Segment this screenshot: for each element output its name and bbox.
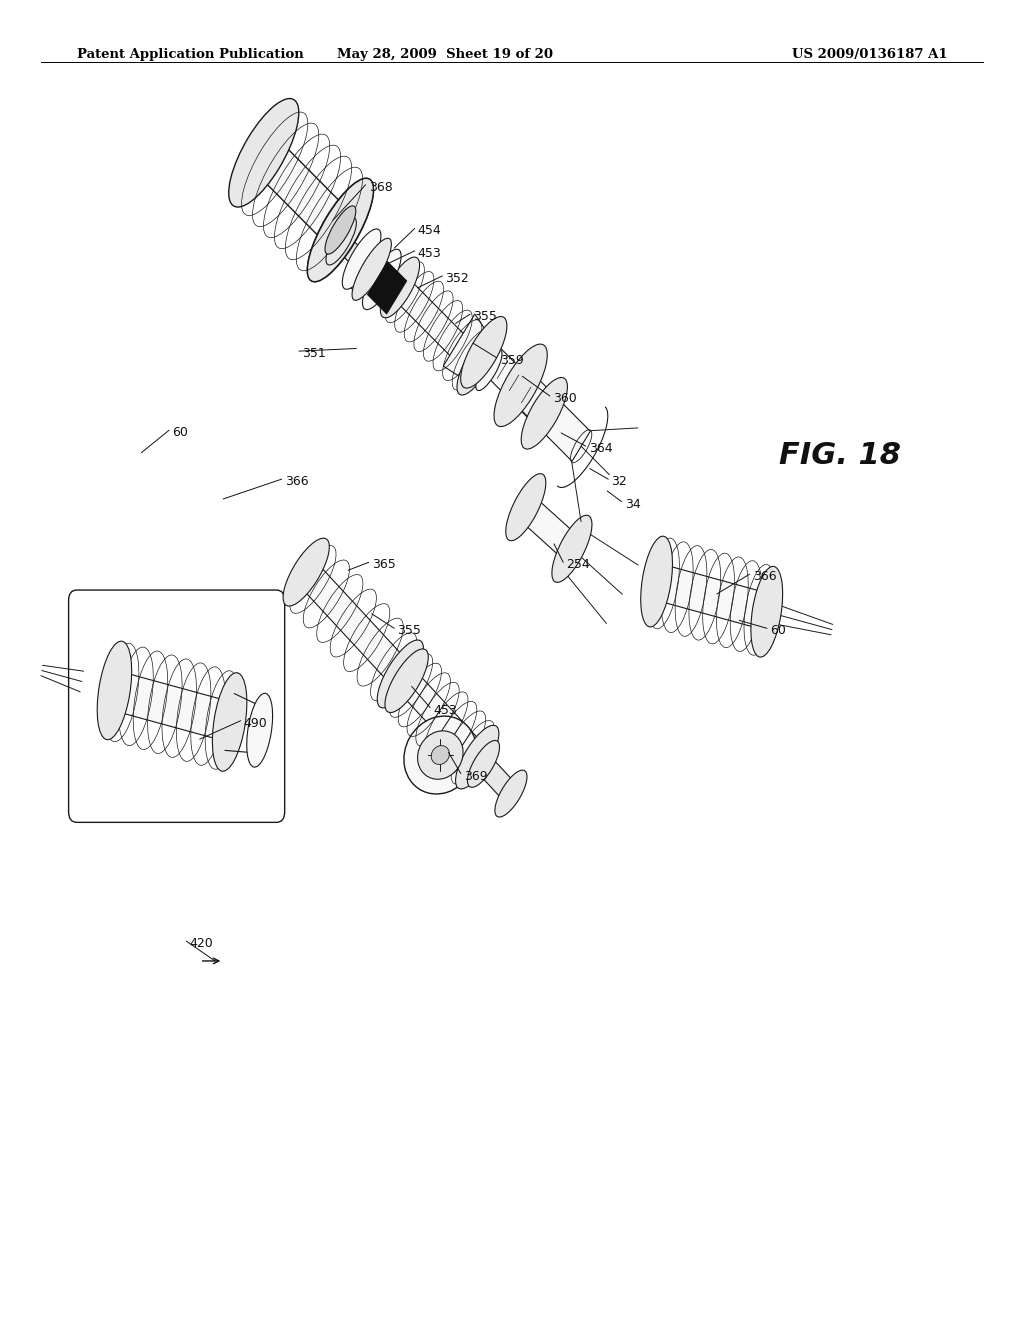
Text: 352: 352: [445, 272, 469, 285]
Text: 366: 366: [285, 475, 308, 488]
Polygon shape: [476, 339, 552, 426]
Text: FIG. 18: FIG. 18: [778, 441, 901, 470]
Text: 360: 360: [553, 392, 577, 405]
Ellipse shape: [495, 770, 527, 817]
Ellipse shape: [352, 238, 391, 301]
Ellipse shape: [403, 715, 477, 795]
Text: 369: 369: [464, 770, 487, 783]
Polygon shape: [512, 371, 590, 461]
Ellipse shape: [462, 334, 497, 387]
Ellipse shape: [350, 242, 381, 289]
Ellipse shape: [230, 102, 297, 205]
Text: US 2009/0136187 A1: US 2009/0136187 A1: [792, 48, 947, 61]
Text: 365: 365: [372, 558, 395, 572]
Polygon shape: [112, 671, 232, 742]
Ellipse shape: [326, 218, 356, 265]
Ellipse shape: [431, 746, 450, 764]
Ellipse shape: [456, 725, 499, 789]
Ellipse shape: [641, 536, 673, 627]
Ellipse shape: [494, 345, 547, 426]
Text: 453: 453: [418, 247, 441, 260]
Ellipse shape: [307, 178, 374, 281]
Polygon shape: [393, 276, 483, 376]
Ellipse shape: [377, 640, 424, 708]
Text: 364: 364: [589, 442, 612, 455]
Ellipse shape: [467, 741, 500, 787]
Ellipse shape: [418, 731, 463, 779]
Text: 453: 453: [433, 704, 457, 717]
Text: 454: 454: [418, 224, 441, 238]
Text: May 28, 2009  Sheet 19 of 20: May 28, 2009 Sheet 19 of 20: [338, 48, 553, 61]
Text: 34: 34: [625, 498, 640, 511]
Text: 32: 32: [611, 475, 627, 488]
Ellipse shape: [307, 178, 374, 281]
Text: 355: 355: [473, 310, 497, 323]
Ellipse shape: [380, 257, 420, 318]
Polygon shape: [368, 261, 407, 314]
Text: 366: 366: [753, 570, 776, 583]
Text: 368: 368: [369, 181, 392, 194]
Ellipse shape: [476, 350, 502, 391]
Polygon shape: [399, 669, 484, 768]
Polygon shape: [253, 136, 351, 247]
Text: 60: 60: [770, 624, 786, 638]
Ellipse shape: [212, 673, 247, 771]
Ellipse shape: [506, 474, 546, 541]
Polygon shape: [298, 560, 409, 686]
Text: 490: 490: [244, 717, 267, 730]
Ellipse shape: [521, 378, 567, 449]
Ellipse shape: [362, 249, 401, 310]
Text: 351: 351: [302, 347, 326, 360]
Text: 359: 359: [500, 354, 523, 367]
Polygon shape: [653, 564, 770, 630]
Ellipse shape: [552, 515, 592, 582]
Ellipse shape: [342, 228, 381, 289]
Text: 254: 254: [566, 558, 590, 572]
Ellipse shape: [385, 649, 428, 713]
Ellipse shape: [228, 99, 299, 207]
Ellipse shape: [457, 334, 497, 395]
Text: 60: 60: [172, 426, 188, 440]
Ellipse shape: [461, 317, 507, 388]
Text: Patent Application Publication: Patent Application Publication: [77, 48, 303, 61]
Ellipse shape: [283, 539, 330, 606]
Ellipse shape: [247, 693, 272, 767]
Ellipse shape: [97, 642, 132, 739]
Polygon shape: [355, 249, 388, 289]
Ellipse shape: [751, 566, 782, 657]
Polygon shape: [478, 755, 517, 803]
Polygon shape: [443, 314, 499, 387]
Text: 355: 355: [397, 624, 421, 638]
Text: 420: 420: [189, 937, 213, 950]
Ellipse shape: [325, 206, 355, 255]
Polygon shape: [336, 234, 371, 273]
Polygon shape: [519, 495, 579, 561]
